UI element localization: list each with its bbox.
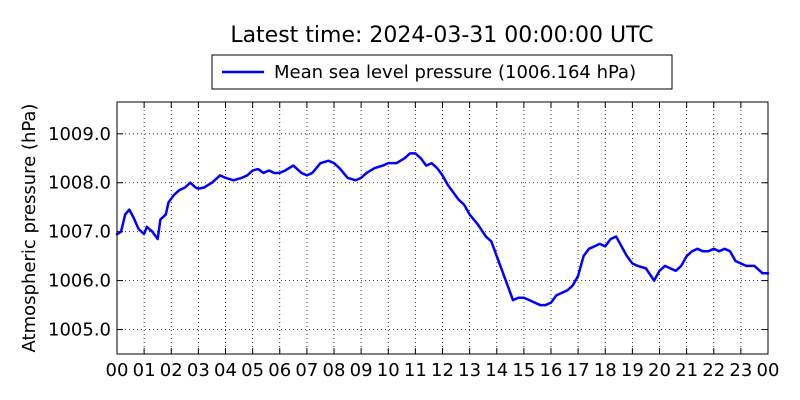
x-tick-label: 15 [512, 360, 535, 381]
series-layer [115, 152, 770, 307]
x-tick-label: 13 [458, 360, 481, 381]
x-tick-label: 22 [702, 360, 725, 381]
legend: Mean sea level pressure (1006.164 hPa) [211, 54, 673, 90]
y-axis-label: Atmospheric pressure (hPa) [19, 104, 40, 353]
y-axis: 1005.0 1006.0 1007.0 1008.0 1009.0 [48, 124, 768, 341]
x-tick-label: 08 [323, 360, 346, 381]
y-tick-label: 1007.0 [48, 222, 111, 243]
x-tick-label: 14 [485, 360, 508, 381]
x-tick-label: 01 [133, 360, 156, 381]
x-tick-label: 12 [431, 360, 454, 381]
x-tick-label: 17 [567, 360, 590, 381]
x-tick-label: 09 [350, 360, 373, 381]
plot-frame [116, 101, 769, 355]
x-tick-label: 00 [106, 360, 129, 381]
y-tick-label: 1005.0 [48, 320, 111, 341]
x-tick-label: 23 [729, 360, 752, 381]
x-tick-label: 21 [675, 360, 698, 381]
x-tick-label: 02 [160, 360, 183, 381]
x-axis: 00 01 02 03 04 05 06 07 08 09 10 11 12 13 14 15 16 17 18 19… [106, 102, 780, 381]
x-tick-label: 20 [648, 360, 671, 381]
x-tick-label: 00 [757, 360, 780, 381]
x-tick-label: 06 [268, 360, 291, 381]
x-tick-label: 03 [187, 360, 210, 381]
y-tick-label: 1008.0 [48, 173, 111, 194]
x-tick-label: 18 [594, 360, 617, 381]
chart-title: Latest time: 2024-03-31 00:00:00 UTC [230, 23, 653, 48]
series-line [115, 152, 770, 307]
x-tick-label: 04 [214, 360, 237, 381]
x-tick-label: 10 [377, 360, 400, 381]
legend-box [211, 54, 673, 90]
x-tick-label: 07 [295, 360, 318, 381]
grid [117, 102, 768, 354]
y-tick-label: 1009.0 [48, 124, 111, 145]
x-tick-label: 11 [404, 360, 427, 381]
legend-label: Mean sea level pressure (1006.164 hPa) [274, 62, 636, 83]
x-tick-label: 05 [241, 360, 264, 381]
x-tick-label: 16 [540, 360, 563, 381]
x-tick-label: 19 [621, 360, 644, 381]
y-tick-label: 1006.0 [48, 271, 111, 292]
